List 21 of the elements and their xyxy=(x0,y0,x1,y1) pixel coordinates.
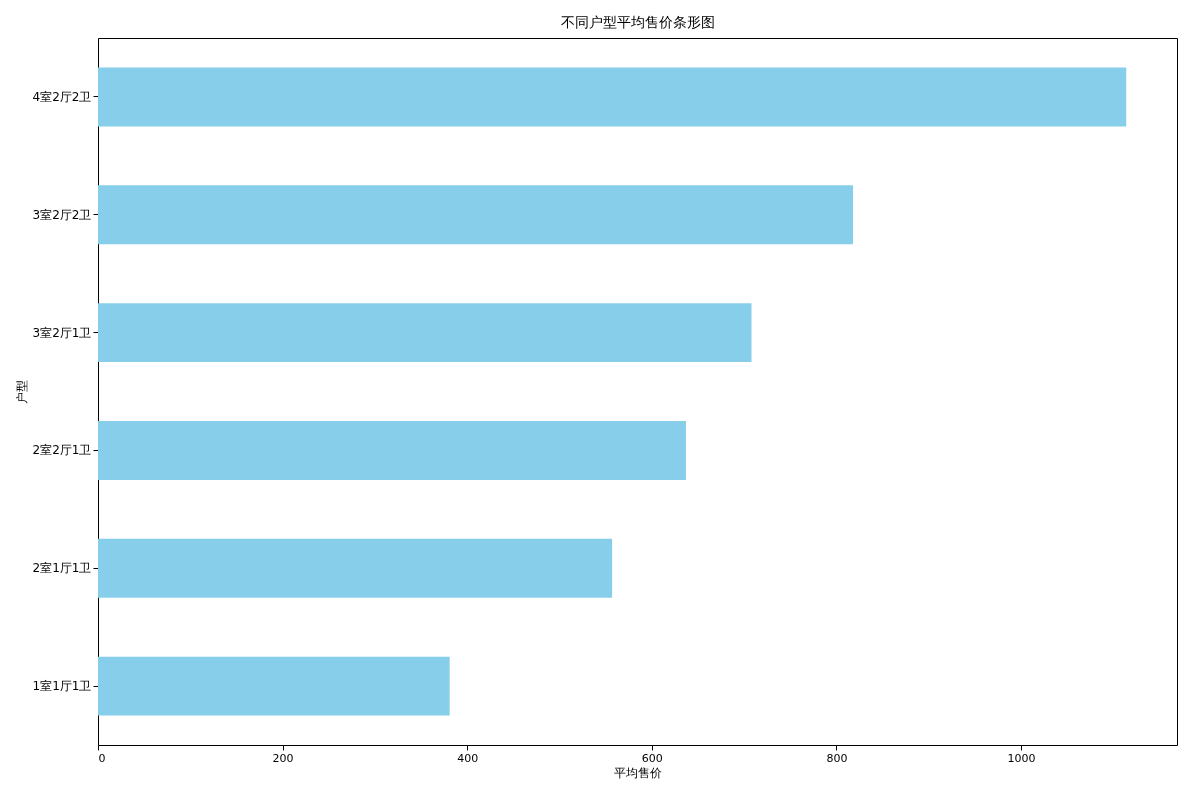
y-tick-label: 2室2厅1卫 xyxy=(32,443,92,458)
y-tick-label: 2室1厅1卫 xyxy=(32,561,92,576)
bar xyxy=(98,420,686,480)
x-tick-label: 400 xyxy=(457,751,479,765)
bar xyxy=(98,538,613,598)
x-tick-label: 600 xyxy=(641,751,663,765)
bar xyxy=(98,185,854,245)
y-tick-label: 3室2厅2卫 xyxy=(32,207,92,222)
x-tick-label: 200 xyxy=(272,751,294,765)
x-tick-label: 1000 xyxy=(1007,751,1036,765)
x-tick-label: 800 xyxy=(826,751,848,765)
y-tick-label: 1室1厅1卫 xyxy=(32,679,92,694)
y-axis-title: 户型 xyxy=(14,380,29,404)
y-tick-label: 4室2厅2卫 xyxy=(32,89,92,104)
y-tick-label: 3室2厅1卫 xyxy=(32,325,92,340)
x-tick-label: 0 xyxy=(98,751,106,765)
bar xyxy=(98,656,450,716)
chart-title: 不同户型平均售价条形图 xyxy=(560,14,715,30)
x-axis-title: 平均售价 xyxy=(614,765,662,780)
bar xyxy=(98,303,752,363)
bar xyxy=(98,67,1127,127)
